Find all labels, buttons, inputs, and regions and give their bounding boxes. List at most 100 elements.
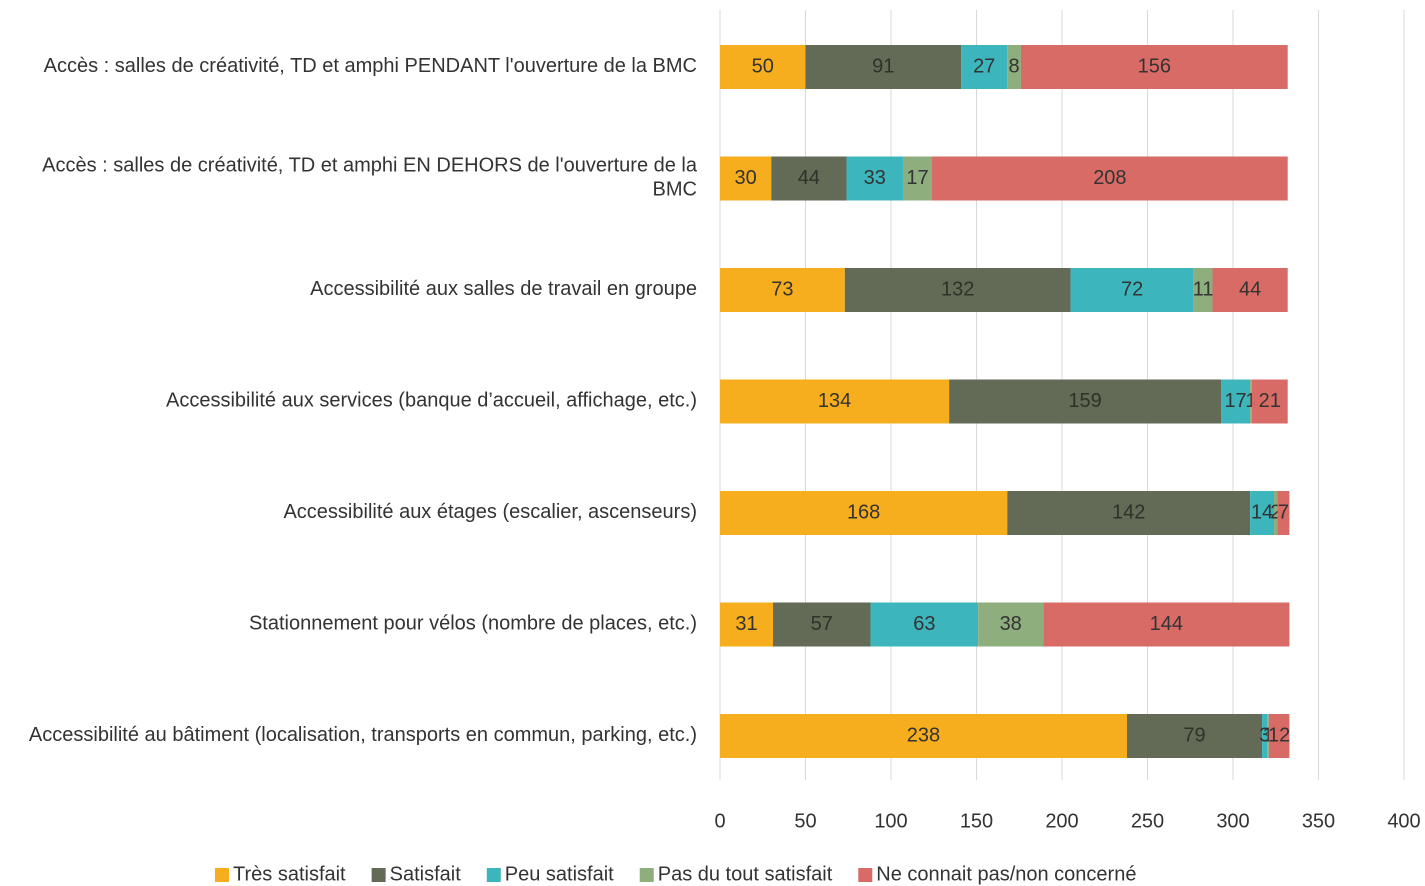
data-label: 8 <box>1009 55 1020 77</box>
bar-segment <box>1070 268 1194 312</box>
data-label: 3 <box>1259 724 1270 746</box>
data-label: 168 <box>847 501 880 523</box>
data-label: 238 <box>907 724 940 746</box>
legend-swatch <box>371 868 386 882</box>
bar-segment <box>844 268 1071 312</box>
x-tick-label: 350 <box>1302 810 1335 832</box>
category-label: Accès : salles de créativité, TD et amph… <box>42 155 698 201</box>
bar-segment <box>1007 45 1021 89</box>
bar-segment <box>720 379 950 424</box>
x-tick-label: 250 <box>1131 810 1164 832</box>
bar-segment <box>1267 714 1269 758</box>
category-label: Accessibilité au bâtiment (localisation,… <box>29 724 697 746</box>
data-label: 2 <box>1270 501 1281 523</box>
data-label: 17 <box>1224 390 1246 412</box>
bar-segment <box>949 379 1222 424</box>
bar-segment <box>720 491 1008 535</box>
bar-segment <box>720 45 806 89</box>
data-label: 79 <box>1183 724 1205 746</box>
legend-label: Ne connait pas/non concerné <box>876 863 1136 885</box>
legend-label: Satisfait <box>390 863 462 885</box>
bar-segment <box>870 602 979 647</box>
category-label-line: Accessibilité aux services (banque d’acc… <box>166 390 697 412</box>
category-label-line: Accessibilité aux salles de travail en g… <box>310 278 697 300</box>
legend-swatch <box>215 868 229 882</box>
category-label-line: Accessibilité au bâtiment (localisation,… <box>29 724 697 746</box>
data-label: 31 <box>735 613 757 635</box>
data-label: 159 <box>1068 390 1101 412</box>
data-label: 1 <box>1262 724 1273 746</box>
data-label: 27 <box>973 55 995 77</box>
data-label: 11 <box>1193 278 1214 300</box>
bar-segment <box>1212 268 1288 312</box>
bar-segment <box>1250 491 1275 535</box>
data-label: 44 <box>798 167 820 189</box>
bar-segment <box>771 156 847 201</box>
bar-segment <box>1020 45 1288 89</box>
data-label: 12 <box>1268 724 1290 746</box>
legend-swatch <box>486 868 501 882</box>
x-tick-label: 200 <box>1045 810 1078 832</box>
data-label: 57 <box>811 613 833 635</box>
category-label: Accessibilité aux salles de travail en g… <box>310 278 697 300</box>
legend-label: Très satisfait <box>233 863 346 885</box>
x-tick-label: 100 <box>874 810 907 832</box>
bar-segment <box>1268 714 1290 758</box>
data-label: 73 <box>771 278 793 300</box>
data-label: 30 <box>735 167 757 189</box>
legend-swatch <box>639 868 654 882</box>
data-label: 38 <box>1000 613 1022 635</box>
bar-segment <box>932 156 1288 201</box>
data-label: 44 <box>1239 278 1261 300</box>
data-label: 21 <box>1259 390 1281 412</box>
data-label: 91 <box>872 55 894 77</box>
bar-segment <box>902 156 933 201</box>
bar-segment <box>1251 379 1288 424</box>
bar-segment <box>773 602 871 647</box>
bar-segment <box>1007 491 1251 535</box>
category-label-line: Accessibilité aux étages (escalier, asce… <box>283 501 697 523</box>
bar-segment <box>1221 379 1251 424</box>
category-label: Accessibilité aux services (banque d’acc… <box>166 390 697 412</box>
category-label: Accessibilité aux étages (escalier, asce… <box>283 501 697 523</box>
bar-segment <box>978 602 1044 647</box>
data-label: 1 <box>1245 390 1256 412</box>
data-label: 17 <box>906 167 928 189</box>
data-label: 144 <box>1150 613 1183 635</box>
data-label: 208 <box>1093 167 1126 189</box>
data-label: 33 <box>864 167 886 189</box>
data-label: 63 <box>913 613 935 635</box>
data-label: 14 <box>1251 501 1273 523</box>
bar-segment <box>961 45 1008 89</box>
bar-segment <box>1193 268 1213 312</box>
bar-segment <box>720 268 845 312</box>
legend-swatch <box>858 868 873 882</box>
data-label: 142 <box>1112 501 1145 523</box>
x-tick-label: 400 <box>1387 810 1420 832</box>
legend-label: Pas du tout satisfait <box>658 863 833 885</box>
bar-segment <box>1277 491 1290 535</box>
category-label-line: Accès : salles de créativité, TD et amph… <box>44 55 697 77</box>
data-label: 50 <box>752 55 774 77</box>
x-tick-label: 0 <box>714 810 725 832</box>
bar-segment <box>1262 714 1268 758</box>
bar-segment <box>720 602 774 647</box>
bar-segment <box>805 45 962 89</box>
x-tick-label: 300 <box>1216 810 1249 832</box>
bar-segment <box>1043 602 1290 647</box>
data-label: 134 <box>818 390 851 412</box>
category-label: Stationnement pour vélos (nombre de plac… <box>249 613 697 635</box>
bar-segment <box>1274 491 1278 535</box>
bar-segment <box>846 156 903 201</box>
bar-segment <box>720 156 772 201</box>
data-label: 72 <box>1121 278 1143 300</box>
bar-segment <box>1250 379 1252 424</box>
data-label: 132 <box>941 278 974 300</box>
data-label: 156 <box>1138 55 1171 77</box>
category-label-line: BMC <box>653 179 697 201</box>
data-label: 7 <box>1278 501 1289 523</box>
category-label-line: Accès : salles de créativité, TD et amph… <box>42 155 698 177</box>
bar-segment <box>1126 714 1263 758</box>
bar-segment <box>720 714 1127 758</box>
